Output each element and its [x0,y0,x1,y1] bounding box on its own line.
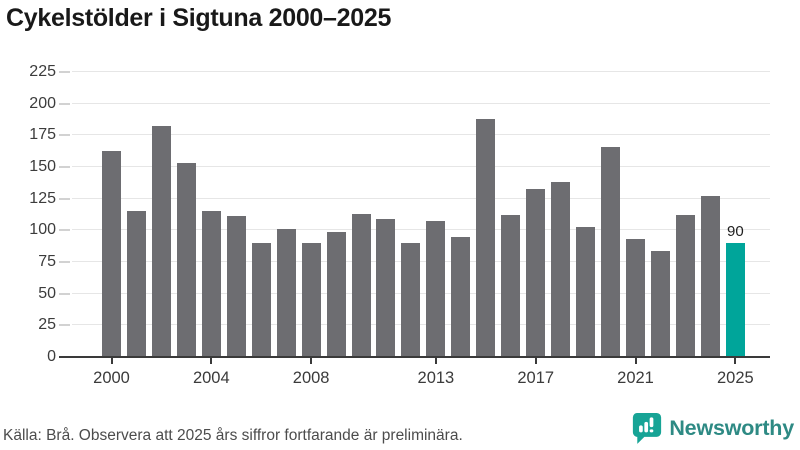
y-tick-label: 175 [29,126,56,144]
newsworthy-logo[interactable]: Newsworthy [632,412,794,444]
highlight-value-label: 90 [726,223,744,240]
y-tick-mark [59,292,70,295]
y-tick-mark [59,197,70,200]
bar-2024 [700,196,720,357]
bar-2005 [226,216,246,357]
y-tick-mark [59,261,70,263]
bar-2022 [650,250,670,357]
bar-2019 [576,226,596,357]
y-axis-ticks [59,71,70,358]
y-tick-mark [59,134,70,137]
bar-2015 [476,118,496,357]
bar-2006 [251,243,271,357]
bar-2013: 2013 [418,221,454,387]
bar-2017: 2017 [517,188,554,387]
gridline [72,134,770,136]
gridline [72,292,770,294]
gridline [72,229,770,231]
gridline [72,166,770,167]
x-tick-mark [434,357,437,364]
gridline [72,261,770,262]
y-tick-mark [59,166,70,168]
chart-title: Cykelstölder i Sigtuna 2000–2025 [6,4,392,32]
gridline [72,197,770,199]
source-note: Källa: Brå. Observera att 2025 års siffr… [3,427,463,444]
bar-2020 [601,146,621,357]
bar-2004: 2004 [193,211,230,387]
bar-2008: 2008 [293,243,329,387]
brand-name: Newsworthy [669,415,794,440]
y-tick-mark [59,71,70,73]
x-tick-label: 2013 [417,369,455,387]
bars-container: 2000 2004 2008 2013 2017 2021 2025 90 [93,72,754,387]
y-tick-mark [59,229,70,232]
x-tick-label: 2025 [716,369,754,387]
x-tick-mark [310,357,313,364]
y-tick-label: 200 [29,94,56,112]
bar-2023 [675,215,695,357]
x-tick-label: 2004 [192,369,230,387]
y-tick-mark [59,356,70,358]
gridline [72,102,770,104]
x-tick-label: 2000 [93,369,130,387]
y-tick-label: 25 [38,316,56,334]
x-tick-mark [634,357,637,364]
y-tick-label: 75 [38,253,56,270]
y-tick-label: 0 [47,348,56,365]
x-tick-mark [534,357,537,364]
y-tick-label: 100 [29,221,56,239]
bar-2010 [351,213,371,357]
bar-2012 [401,243,421,357]
x-tick-mark [210,357,213,364]
bar-2009 [326,231,346,357]
bar-2021: 2021 [617,239,654,387]
gridline [72,71,770,72]
bar-2000: 2000 [93,150,130,387]
bar-2014 [451,236,471,357]
y-tick-label: 125 [29,189,56,207]
x-tick-label: 2021 [617,369,654,387]
plot-area: 2000 2004 2008 2013 2017 2021 2025 90 [67,71,770,387]
bar-2002 [151,126,171,357]
bar-chart-speech-bubble-icon [632,412,662,444]
y-axis: 0 25 50 75 100 125 150 175 200 225 [0,64,56,365]
x-tick-mark [110,357,113,364]
gridline [72,324,770,326]
bar-2025: 2025 90 [717,223,754,387]
bar-2007 [276,229,296,357]
y-tick-mark [59,324,70,327]
y-tick-label: 150 [29,158,56,175]
y-tick-mark [59,102,70,105]
x-tick-label: 2017 [517,369,555,387]
bar-2003 [176,163,196,357]
bar-2018 [551,182,571,357]
x-tick-mark [734,357,737,364]
bar-2011 [376,218,396,357]
x-axis-line [67,356,770,358]
bar-2016 [501,215,521,357]
x-tick-label: 2008 [292,369,330,387]
bar-2001 [126,211,146,357]
y-tick-label: 50 [38,284,56,302]
y-tick-label: 225 [29,63,56,80]
